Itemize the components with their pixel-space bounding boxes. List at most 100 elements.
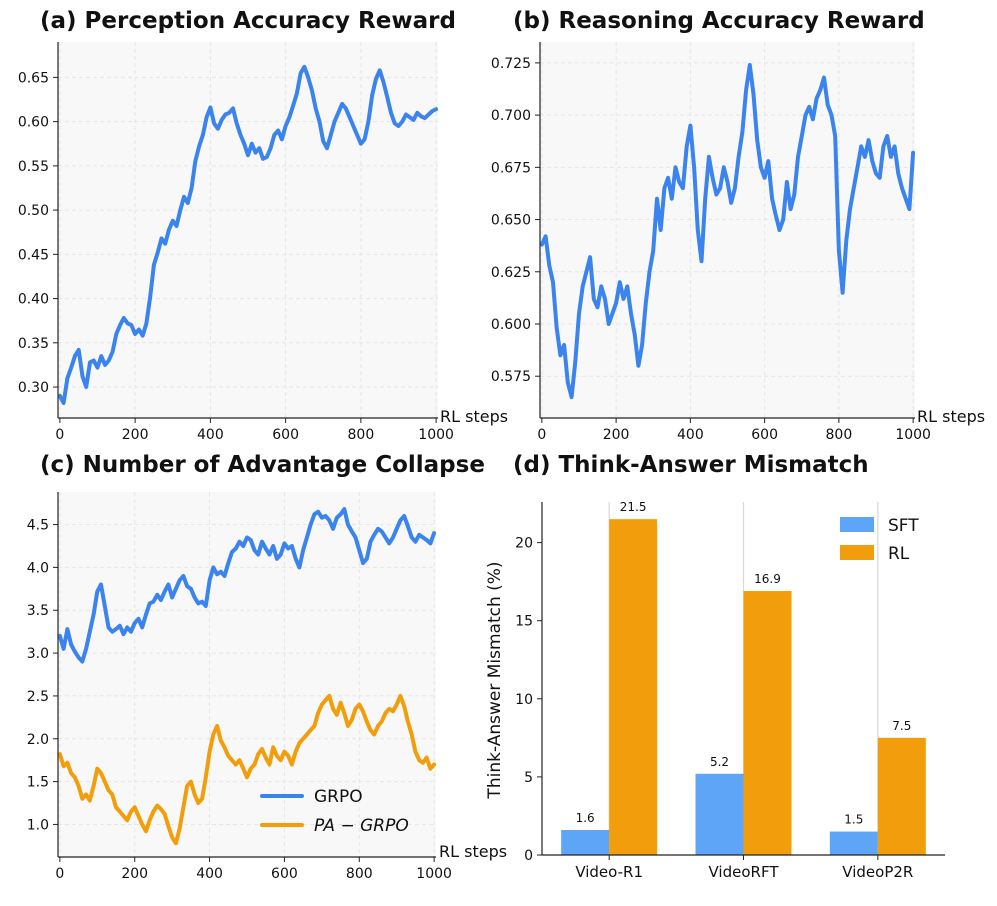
panel-a-grid (58, 42, 438, 418)
ytick-label: 0.50 (18, 203, 49, 219)
ytick-label: 0.55 (18, 159, 49, 175)
ytick-label: 2.0 (27, 732, 49, 748)
ytick-label: 2.5 (27, 689, 49, 705)
xtick-label: 600 (272, 427, 299, 443)
ytick-label: 0.65 (18, 70, 49, 86)
panel-a-plot-area (58, 42, 438, 418)
panel-b-yticks: 0.575 0.600 0.625 0.650 0.675 0.700 0.725 (491, 56, 540, 385)
panel-c-series-pa-grpo (57, 693, 437, 846)
ytick-label: 10 (515, 692, 533, 708)
legend-grpo-label: GRPO (314, 787, 363, 807)
xtick-label: 600 (751, 427, 778, 443)
bar-value-label: 7.5 (892, 719, 911, 733)
ytick-label: 1.0 (27, 817, 49, 833)
bar-sft-videop2r (829, 831, 878, 855)
bar-value-label: 1.6 (576, 811, 595, 825)
panel-d-y-axis-label: Think-Answer Mismatch (%) (485, 561, 505, 799)
panel-d-title: (d) Think-Answer Mismatch (513, 452, 869, 478)
ytick-label: 0.725 (491, 56, 531, 72)
ytick-label: 0.40 (18, 292, 49, 308)
panel-b-plot-area (540, 42, 915, 418)
ytick-label: 5 (524, 770, 533, 786)
ytick-label: 1.5 (27, 775, 49, 791)
ytick-label: 0.35 (18, 336, 49, 352)
panel-a-x-axis-label: RL steps (440, 407, 508, 426)
panel-c-x-axis-label: RL steps (439, 842, 507, 861)
ytick-label: 0 (524, 848, 533, 864)
ytick-label: 0.575 (491, 369, 531, 385)
xtick-label: Video-R1 (575, 863, 643, 881)
legend-sft-swatch (840, 517, 874, 532)
panel-d-legend: SFT RL (840, 516, 919, 564)
ytick-label: 0.600 (491, 317, 531, 333)
legend-sft-label: SFT (888, 516, 919, 536)
panel-a-perception-accuracy: (a) Perception Accuracy Reward 0.300.350… (18, 8, 508, 443)
legend-pa-grpo-label: PA − GRPO (314, 816, 409, 836)
ytick-label: 0.30 (18, 380, 49, 396)
panel-b-x-axis-label: RL steps (917, 407, 985, 426)
xtick-label: 400 (677, 427, 704, 443)
panel-c-title: (c) Number of Advantage Collapse (40, 452, 485, 478)
xtick-label: 800 (346, 866, 373, 882)
panel-a-title: (a) Perception Accuracy Reward (40, 8, 456, 34)
ytick-label: 0.675 (491, 160, 531, 176)
ytick-label: 20 (515, 536, 533, 552)
xtick-label: 200 (121, 866, 148, 882)
ytick-label: 0.700 (491, 108, 531, 124)
panel-b-series-grpo (539, 63, 916, 400)
xtick-label: 600 (271, 866, 298, 882)
xtick-label: 200 (122, 427, 149, 443)
xtick-label: 0 (537, 427, 546, 443)
panel-d-xticks: Video-R1 VideoRFT VideoP2R (575, 855, 913, 881)
ytick-label: 0.45 (18, 247, 49, 263)
panel-a-xticks: 0 200 400 600 800 1000 (55, 418, 454, 443)
panel-b-title: (b) Reasoning Accuracy Reward (513, 8, 925, 34)
bar-value-label: 5.2 (710, 755, 729, 769)
xtick-label: 200 (603, 427, 630, 443)
panel-c-yticks: 1.0 1.5 2.0 2.5 3.0 3.5 4.0 4.5 (27, 518, 58, 833)
ytick-label: 0.60 (18, 115, 49, 131)
ytick-label: 3.5 (27, 603, 49, 619)
bar-value-label: 16.9 (754, 572, 781, 586)
panel-a-yticks: 0.30 0.35 0.40 0.45 0.50 0.55 0.60 0.65 (18, 70, 58, 396)
xtick-label: 0 (55, 427, 64, 443)
panel-d-think-answer-mismatch: (d) Think-Answer Mismatch 1.6 21.5 5.2 16.9… (485, 452, 945, 881)
ytick-label: 4.5 (27, 518, 49, 534)
panel-c-series-grpo (57, 507, 437, 664)
xtick-label: 800 (348, 427, 375, 443)
xtick-label: 0 (55, 866, 64, 882)
bar-rl-videorft (743, 591, 792, 855)
xtick-label: 800 (826, 427, 853, 443)
ytick-label: 3.0 (27, 646, 49, 662)
panel-d-bars: 1.6 21.5 5.2 16.9 1.5 7.5 (561, 500, 926, 855)
xtick-label: 400 (197, 427, 224, 443)
panel-c-advantage-collapse: (c) Number of Advantage Collapse 1.0 1.5 2… (27, 452, 507, 882)
panel-b-xticks: 0 200 400 600 800 1000 (537, 418, 931, 443)
ytick-label: 0.625 (491, 265, 531, 281)
legend-rl-label: RL (888, 544, 910, 564)
bar-sft-video-r1 (561, 830, 610, 855)
bar-sft-videorft (695, 773, 744, 855)
ytick-label: 15 (515, 614, 533, 630)
xtick-label: 400 (196, 866, 223, 882)
bar-value-label: 21.5 (620, 500, 647, 514)
xtick-label: VideoP2R (842, 863, 913, 881)
xtick-label: 1000 (416, 866, 452, 882)
ytick-label: 0.650 (491, 213, 531, 229)
bar-rl-video-r1 (609, 519, 658, 855)
bar-value-label: 1.5 (844, 813, 863, 827)
legend-rl-swatch (840, 545, 874, 560)
panel-d-yticks: 0 5 10 15 20 (515, 536, 542, 864)
xtick-label: 1000 (418, 427, 454, 443)
xtick-label: VideoRFT (709, 863, 780, 881)
panel-c-plot-area (58, 492, 436, 857)
panel-c-grid (58, 492, 436, 857)
ytick-label: 4.0 (27, 560, 49, 576)
xtick-label: 1000 (895, 427, 931, 443)
panel-c-xticks: 0 200 400 600 800 1000 (55, 857, 452, 882)
panel-a-series-grpo (57, 64, 439, 405)
panel-b-reasoning-accuracy: (b) Reasoning Accuracy Reward 0.575 0.600… (491, 8, 985, 443)
panel-c-legend: GRPO PA − GRPO (260, 787, 409, 836)
bar-rl-videop2r (877, 737, 926, 855)
